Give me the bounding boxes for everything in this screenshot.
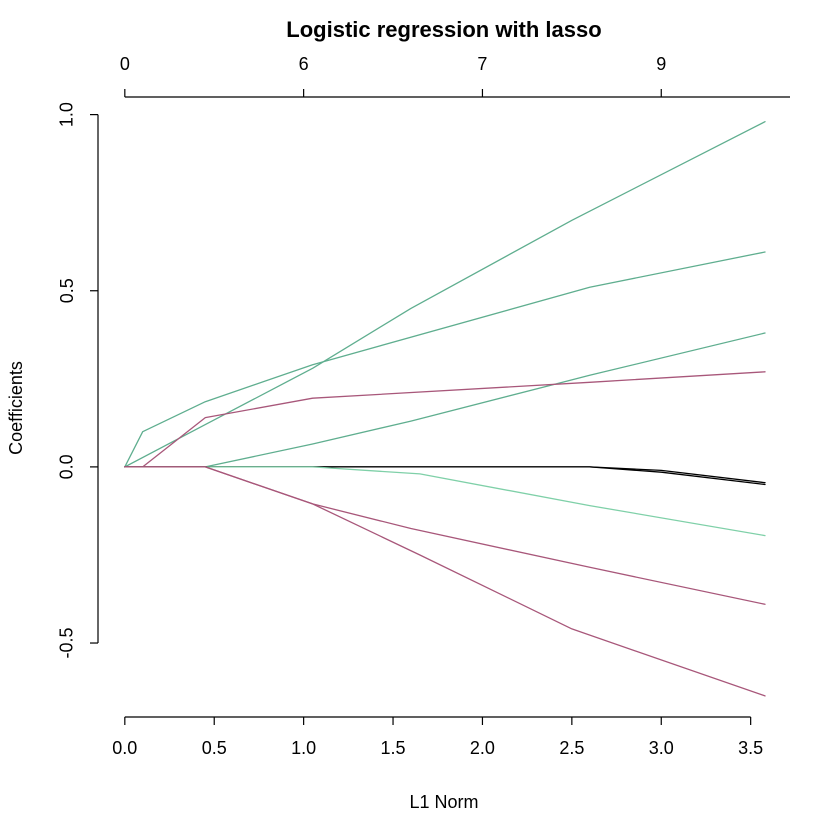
coefficient-path-3 (124, 332, 766, 468)
y-tick-label: 1.0 (57, 102, 77, 127)
series-group (124, 121, 766, 697)
coefficient-path-8 (124, 466, 766, 605)
coefficient-path-7 (124, 466, 766, 537)
coefficient-path-5 (124, 466, 766, 484)
top-tick-label: 0 (120, 54, 130, 74)
coefficient-path-9 (124, 466, 766, 697)
x-tick-label: 0.0 (112, 738, 137, 758)
coefficient-path-6 (124, 466, 766, 486)
x-axis-label: L1 Norm (409, 792, 478, 812)
x-tick-label: 2.0 (470, 738, 495, 758)
top-tick-label: 6 (299, 54, 309, 74)
x-tick-label: 3.5 (738, 738, 763, 758)
y-axis-label: Coefficients (6, 361, 26, 455)
top-tick-label: 9 (656, 54, 666, 74)
axes: 0.0 0.5 1.0 1.5 2.0 2.5 3.0 3.5 -0.5 0.0 0.5 1.0 0 6 7… (57, 54, 790, 758)
y-tick-label: 0.5 (57, 278, 77, 303)
coefficient-path-1 (124, 121, 766, 468)
top-tick-label: 7 (477, 54, 487, 74)
coefficient-path-4 (124, 371, 766, 468)
y-tick-label: 0.0 (57, 454, 77, 479)
y-tick-label: -0.5 (57, 628, 77, 659)
x-tick-label: 3.0 (649, 738, 674, 758)
x-tick-label: 1.0 (291, 738, 316, 758)
x-tick-label: 2.5 (559, 738, 584, 758)
x-tick-label: 0.5 (202, 738, 227, 758)
coefficient-path-2 (124, 251, 766, 468)
x-tick-label: 1.5 (381, 738, 406, 758)
chart-title: Logistic regression with lasso (286, 17, 601, 42)
